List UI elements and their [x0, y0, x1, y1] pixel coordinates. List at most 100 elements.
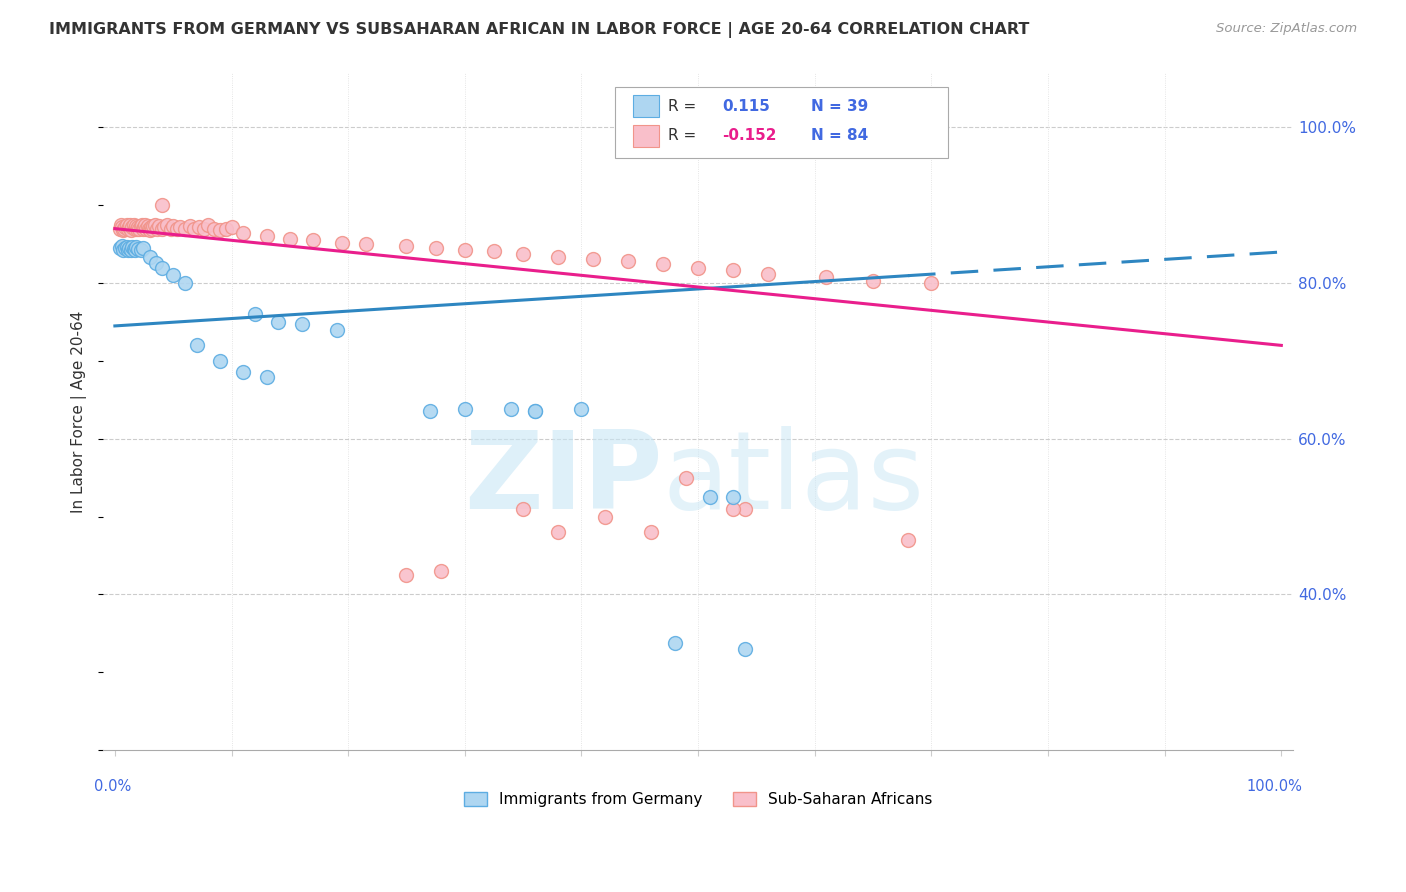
Text: N = 84: N = 84: [811, 128, 869, 144]
Point: [112, 221, 135, 235]
Point: [166, 221, 188, 235]
Point: [173, 276, 195, 290]
Point: [122, 218, 145, 232]
Point: [127, 786, 149, 800]
Point: [118, 241, 141, 255]
Point: [124, 221, 146, 235]
Point: [162, 268, 184, 283]
Point: [523, 403, 546, 417]
Point: [160, 221, 183, 235]
Point: [215, 221, 238, 235]
Point: [267, 315, 290, 329]
Point: [132, 241, 155, 255]
Point: [179, 219, 201, 234]
Point: [430, 564, 453, 578]
Point: [208, 354, 231, 368]
Point: [256, 369, 278, 384]
Point: [127, 242, 149, 256]
Point: [186, 338, 208, 352]
Point: [256, 229, 278, 244]
Point: [108, 221, 131, 235]
Point: [148, 219, 170, 234]
Bar: [633, 125, 659, 147]
Point: [108, 241, 131, 255]
Point: [129, 244, 152, 258]
Point: [131, 218, 153, 232]
Point: [330, 235, 353, 250]
Point: [134, 218, 156, 232]
Point: [232, 226, 254, 240]
Point: [721, 490, 744, 504]
Point: [547, 250, 569, 264]
Point: [120, 244, 142, 258]
Point: [136, 219, 159, 234]
Point: [142, 219, 165, 234]
Point: [146, 221, 169, 235]
Point: [454, 402, 477, 417]
Point: [117, 243, 139, 257]
Point: [202, 221, 225, 235]
Point: [512, 501, 534, 516]
Point: [721, 263, 744, 277]
Point: [734, 501, 756, 516]
Point: [143, 218, 166, 232]
Point: [547, 525, 569, 540]
Point: [501, 402, 523, 417]
Point: [120, 223, 142, 237]
Point: [640, 525, 662, 540]
Text: R =: R =: [668, 128, 702, 144]
Point: [652, 257, 675, 271]
Point: [354, 237, 377, 252]
Text: atlas: atlas: [662, 426, 924, 533]
Point: [121, 239, 143, 253]
Point: [115, 218, 138, 232]
Point: [129, 219, 152, 234]
Text: ZIP: ZIP: [464, 426, 662, 533]
Point: [139, 250, 162, 264]
Point: [153, 220, 176, 235]
Point: [127, 220, 149, 235]
Text: Source: ZipAtlas.com: Source: ZipAtlas.com: [1216, 22, 1357, 36]
Bar: [633, 95, 659, 117]
Point: [193, 221, 215, 235]
Point: [208, 223, 231, 237]
Point: [221, 220, 243, 235]
Point: [150, 260, 173, 275]
Point: [111, 220, 134, 235]
Point: [920, 276, 942, 290]
Point: [183, 221, 205, 235]
Point: [111, 239, 134, 253]
Point: [162, 219, 184, 234]
Point: [169, 220, 191, 235]
Y-axis label: In Labor Force | Age 20-64: In Labor Force | Age 20-64: [72, 310, 87, 513]
Point: [571, 402, 593, 417]
Point: [114, 241, 136, 255]
Point: [664, 635, 686, 649]
Point: [688, 260, 710, 275]
Point: [243, 307, 266, 321]
Point: [395, 239, 418, 253]
Text: 0.115: 0.115: [721, 99, 769, 113]
Point: [156, 218, 179, 232]
Point: [756, 267, 779, 281]
Point: [132, 221, 155, 235]
Point: [325, 323, 347, 337]
Text: 100.0%: 100.0%: [1247, 779, 1302, 794]
Text: N = 39: N = 39: [811, 99, 869, 113]
Point: [815, 269, 838, 284]
Point: [302, 233, 325, 247]
Point: [135, 221, 157, 235]
Point: [110, 218, 132, 232]
Point: [132, 220, 155, 235]
Point: [593, 509, 616, 524]
Point: [675, 471, 697, 485]
Point: [482, 244, 505, 259]
Text: -0.152: -0.152: [721, 128, 776, 144]
Point: [128, 221, 150, 235]
Point: [582, 252, 605, 266]
Point: [139, 220, 162, 235]
Point: [124, 244, 146, 258]
Point: [425, 241, 447, 255]
Point: [454, 243, 477, 257]
Point: [419, 403, 441, 417]
